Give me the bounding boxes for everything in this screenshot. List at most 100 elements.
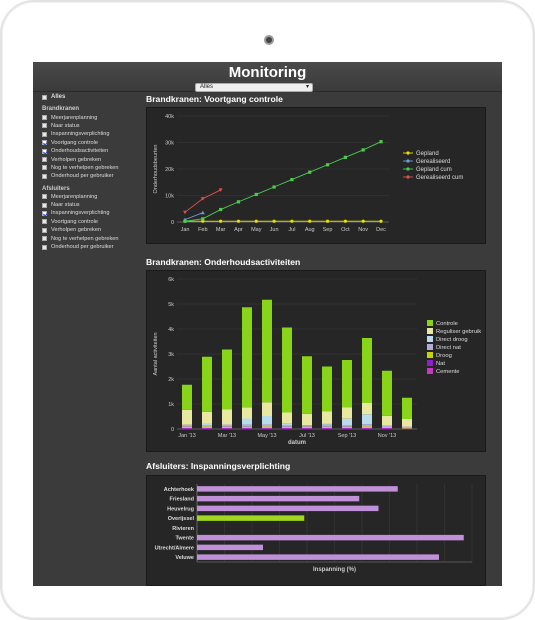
legend-label: Reguliser gebruik [436,329,481,335]
data-point [379,220,382,223]
checkbox[interactable] [42,115,47,120]
x-tick-label: Jan [181,227,190,233]
app-screen: Monitoring Alles▾ Alles Brandkranen Meer… [33,62,502,586]
checkbox-label: Meerjarenplanning [51,115,97,121]
sidebar-item-brandkranen-inspanningsverplichting[interactable]: Inspanningsverplichting [42,130,142,138]
checkbox[interactable] [42,132,47,137]
section-title-inspanning: Afsluiters: Inspanningsverplichting [146,461,290,471]
bar-segment-droog [182,427,192,428]
legend-swatch [427,344,433,350]
bar-segment-direct-droog [322,423,332,425]
bar-segment-reguliser-gebruik [322,412,332,424]
series-line-gerealiseerd-cum [185,190,221,212]
checkbox[interactable] [42,123,47,128]
bar-segment-controle [362,338,372,403]
section-title-voortgang: Brandkranen: Voortgang controle [146,94,283,104]
sidebar-item-brandkranen-meerjarenplanning[interactable]: Meerjarenplanning [42,113,142,121]
bar-segment-direct-nat [302,425,312,427]
bar-segment-direct-droog [342,419,352,425]
bar-segment-direct-nat [282,425,292,427]
sidebar-item-afsluiters-inspanningsverplichting[interactable]: Inspanningsverplichting [42,209,142,217]
x-tick-label: Oct [341,227,350,233]
y-tick-label: 4k [168,327,174,333]
bar-segment-controle [302,356,312,414]
checkbox[interactable] [42,194,47,199]
checkbox[interactable] [42,140,47,145]
y-tick-label: 5k [168,302,174,308]
y-tick-label: 30k [165,141,174,147]
sidebar-item-afsluiters-verholpen-gebreken[interactable]: Verholpen gebreken [42,226,142,234]
sidebar-item-brandkranen-onderhoud-per-gebruiker[interactable]: Onderhoud per gebruiker [42,172,142,180]
legend-label: Gerealiseerd [416,159,450,165]
data-point [219,208,222,211]
category-label: Achterhoek [164,487,195,493]
data-point [308,220,311,223]
y-axis-label: Onderhoudsbeurten [153,145,159,194]
bar-segment-controle [222,350,232,410]
sidebar-item-brandkranen-verholpen-gebreken[interactable]: Verholpen gebreken [42,155,142,163]
bar-segment-cemente [322,429,332,430]
bar-segment-nat [362,428,372,429]
x-tick-label: Jul '13 [299,433,315,439]
checkbox[interactable] [42,95,47,100]
bar-segment-controle [402,398,412,419]
checkbox[interactable] [42,174,47,179]
bar-segment-reguliser-gebruik [262,402,272,416]
checkbox[interactable] [42,219,47,224]
sidebar-item-brandkranen-voortgang-controle[interactable]: Voortgang controle [42,139,142,147]
data-point [183,220,186,223]
data-point [290,178,293,181]
checkbox[interactable] [42,236,47,241]
sidebar-item-brandkranen-naar-status[interactable]: Naar status [42,122,142,130]
bar-segment-direct-nat [402,427,412,428]
checkbox[interactable] [42,211,47,216]
legend-marker [406,159,409,162]
sidebar-item-afsluiters-naar-status[interactable]: Naar status [42,201,142,209]
filter-select[interactable]: Alles▾ [195,83,313,92]
legend-marker [406,175,409,178]
data-point [344,220,347,223]
bar-segment-reguliser-gebruik [222,410,232,425]
bar-segment-droog [302,427,312,428]
sidebar-item-afsluiters-onderhoud-per-gebruiker[interactable]: Onderhoud per gebruiker [42,243,142,251]
bar-segment-controle [282,328,292,413]
legend-marker [406,167,409,170]
checkbox-label: Nog te verhelpen gebreken [51,165,118,171]
sidebar-item-brandkranen-onderhoudsactiviteiten[interactable]: Onderhoudsactiviteiten [42,147,142,155]
checkbox[interactable] [42,157,47,162]
sidebar-item-brandkranen-nog-te-verhelpen-gebreken[interactable]: Nog te verhelpen gebreken [42,164,142,172]
checkbox[interactable] [42,228,47,233]
legend-label: Gepland cum [416,167,452,173]
x-tick-label: Mar [216,227,226,233]
bar-segment-nat [222,428,232,429]
category-label: Overijssel [168,516,195,522]
x-tick-label: Dec [376,227,386,233]
y-tick-label: 3k [168,352,174,358]
bar-segment-nat [342,428,352,429]
checkbox[interactable] [42,149,47,154]
checkbox[interactable] [42,165,47,170]
bar-segment-cemente [202,429,212,430]
checkbox[interactable] [42,203,47,208]
data-point [201,217,204,220]
checkbox-all[interactable]: Alles [42,93,142,101]
legend-label: Direct droog [436,337,468,343]
bar [197,496,359,501]
legend-label: Gerealiseerd cum [416,175,463,181]
checkbox-label: Alles [51,94,65,100]
sidebar-item-afsluiters-voortgang-controle[interactable]: Voortgang controle [42,218,142,226]
bar-segment-droog [342,427,352,428]
checkbox-label: Inspanningsverplichting [51,131,109,137]
checkbox[interactable] [42,245,47,250]
sidebar-item-afsluiters-nog-te-verhelpen-gebreken[interactable]: Nog te verhelpen gebreken [42,234,142,242]
sidebar-item-afsluiters-meerjarenplanning[interactable]: Meerjarenplanning [42,193,142,201]
checkbox-label: Verholpen gebreken [51,227,101,233]
category-label: Twente [175,536,194,542]
bar-segment-reguliser-gebruik [242,407,252,418]
bar-segment-nat [302,428,312,429]
series-line-gepland-cum [185,142,381,222]
checkbox-label: Verholpen gebreken [51,157,101,163]
category-label: Utrecht/Almere [155,545,194,551]
data-point [326,220,329,223]
